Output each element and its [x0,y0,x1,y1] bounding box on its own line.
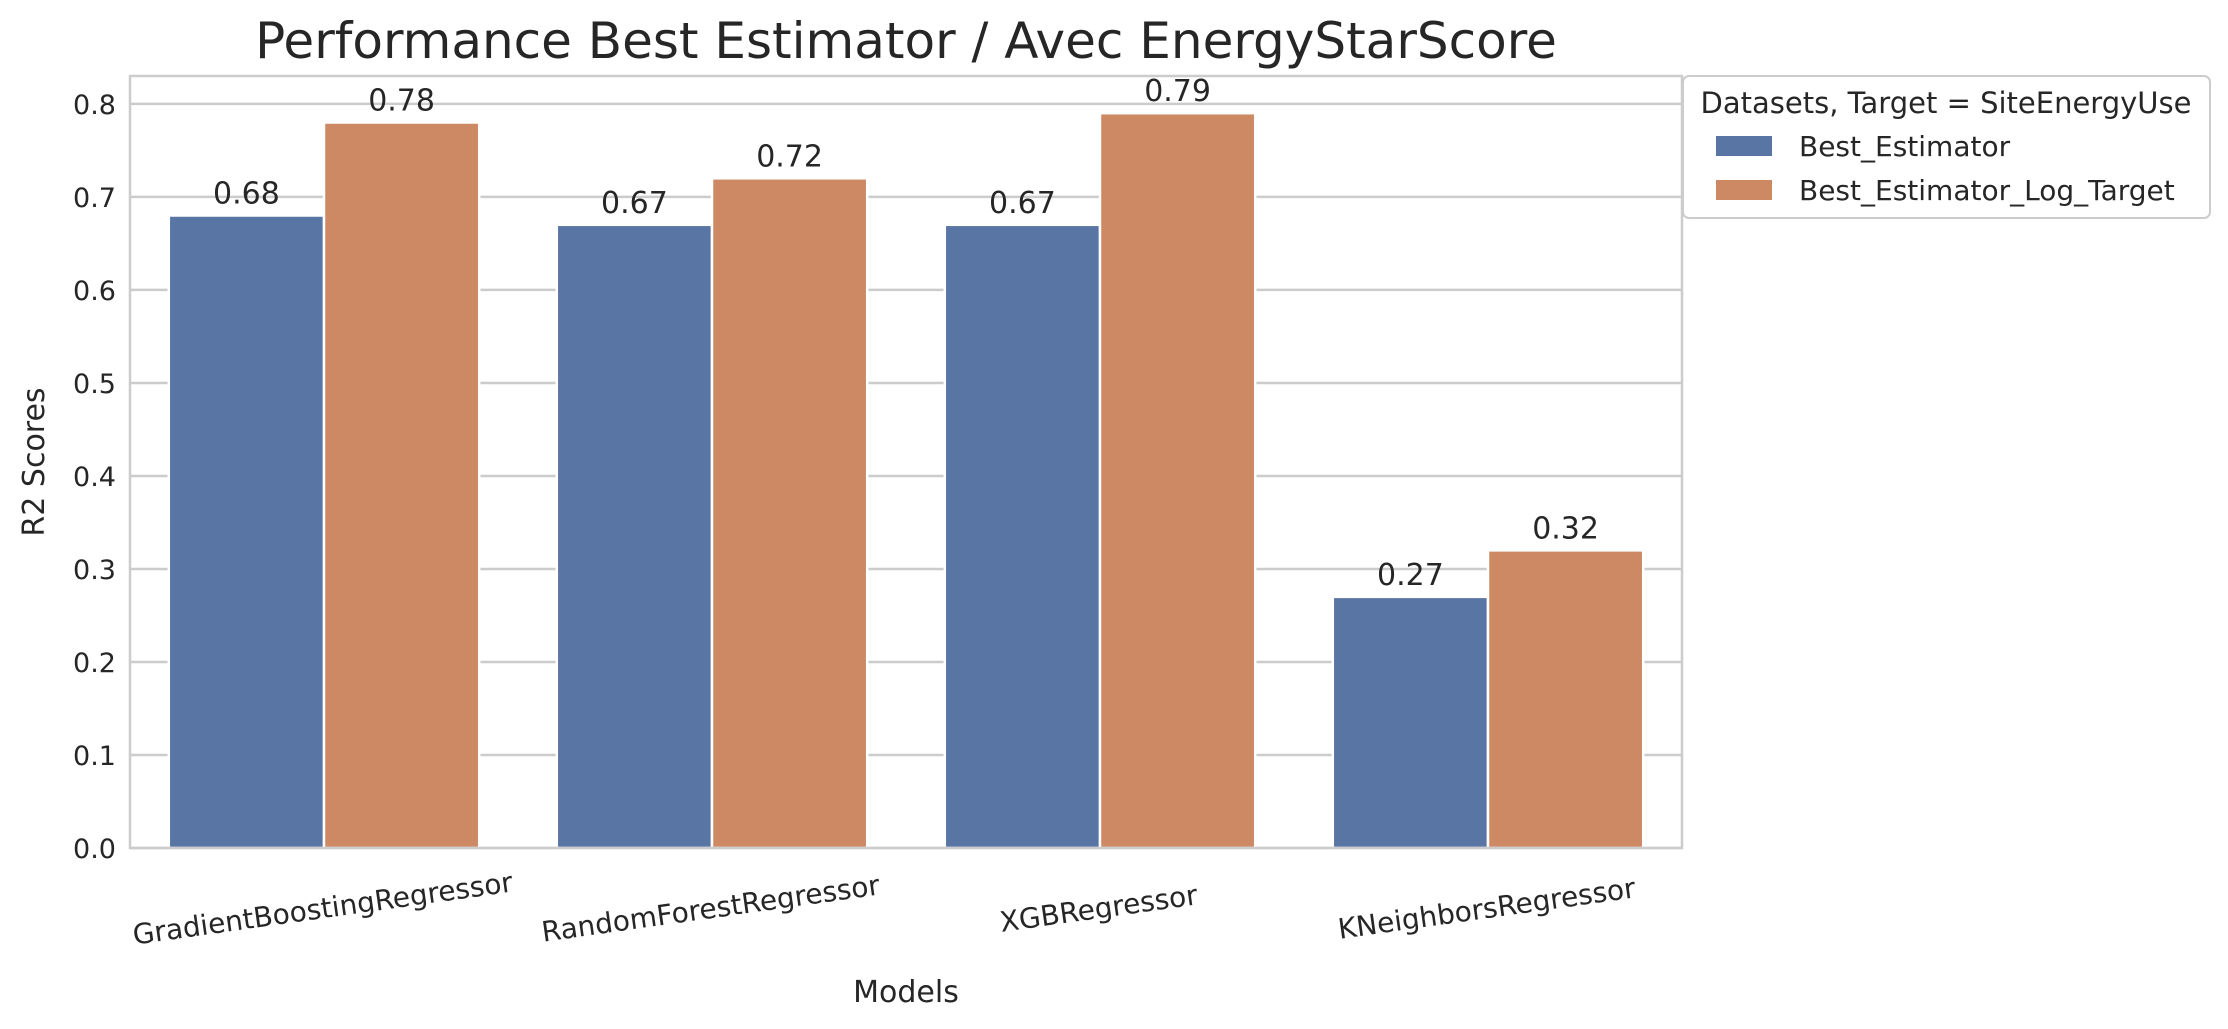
legend-items: Best_Estimator Best_Estimator_Log_Target [1716,130,2175,207]
bar-best-estimator-log-target [710,177,869,850]
x-tick-label: KNeighborsRegressor [1336,871,1638,945]
legend-entry-label: Best_Estimator [1799,130,2011,163]
legend-swatch [1716,136,1772,156]
x-tick-label: RandomForestRegressor [540,868,883,948]
y-tick-label: 0.2 [73,648,116,679]
legend: Datasets, Target = SiteEnergyUse Best_Es… [1682,75,2211,219]
bar-best-estimator-log-target [322,121,481,850]
x-tick-labels: GradientBoostingRegressor RandomForestReg… [131,866,1638,952]
bar-best-estimator [943,223,1102,850]
y-tick-label: 0.7 [73,183,116,214]
legend-swatch [1716,180,1772,200]
y-tick-label: 0.3 [73,555,116,586]
bar-value-label: 0.32 [1532,511,1599,546]
bar-best-estimator [1331,595,1490,850]
bar-value-label: 0.27 [1377,558,1444,593]
bar-value-label: 0.67 [601,186,668,221]
legend-title: Datasets, Target = SiteEnergyUse [1701,86,2192,120]
bar-value-label: 0.72 [756,139,823,174]
bar-best-estimator [167,214,326,850]
legend-frame [1682,75,2211,219]
bar-value-label: 0.67 [989,186,1056,221]
y-tick-label: 0.5 [73,369,116,400]
chart-title: Performance Best Estimator / Avec Energy… [255,12,1557,70]
x-tick-label: GradientBoostingRegressor [131,866,516,952]
y-tick-label: 0.8 [73,90,116,121]
y-tick-label: 0.1 [73,741,116,772]
bar-best-estimator-log-target [1486,549,1645,850]
y-tick-labels: 0.0 0.1 0.2 0.3 0.4 0.5 0.6 0.7 0.8 [73,90,116,865]
y-axis-label: R2 Scores [17,387,52,536]
plot-frame [128,74,1684,850]
x-tick-label: XGBRegressor [998,878,1200,938]
bars [167,111,1645,850]
y-tick-label: 0.6 [73,276,116,307]
x-axis-label: Models [853,975,959,1010]
bar-value-label: 0.78 [368,84,435,119]
y-tick-label: 0.4 [73,462,116,493]
y-tick-label: 0.0 [73,834,116,865]
bar-best-estimator-log-target [1098,111,1257,850]
bar-value-label: 0.68 [213,177,280,212]
bar-value-labels: 0.68 0.78 0.67 0.72 0.67 0.79 0.27 0.32 [213,74,1599,593]
bar-value-label: 0.79 [1144,74,1211,109]
legend-entry-label: Best_Estimator_Log_Target [1799,174,2175,207]
bar-best-estimator [555,223,714,850]
